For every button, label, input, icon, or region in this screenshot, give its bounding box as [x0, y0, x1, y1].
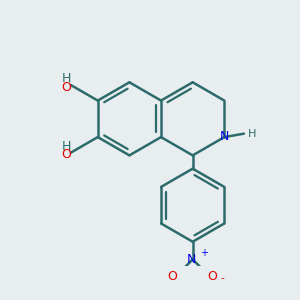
Text: O: O [207, 270, 217, 283]
Text: N: N [220, 130, 229, 142]
Text: O: O [167, 270, 177, 283]
Text: +: + [200, 248, 208, 258]
Text: H: H [62, 140, 71, 153]
Text: H: H [248, 129, 257, 139]
Text: N: N [187, 253, 196, 266]
Text: O: O [61, 148, 71, 161]
Text: O: O [61, 81, 71, 94]
Text: H: H [62, 73, 71, 85]
Text: -: - [221, 273, 225, 283]
